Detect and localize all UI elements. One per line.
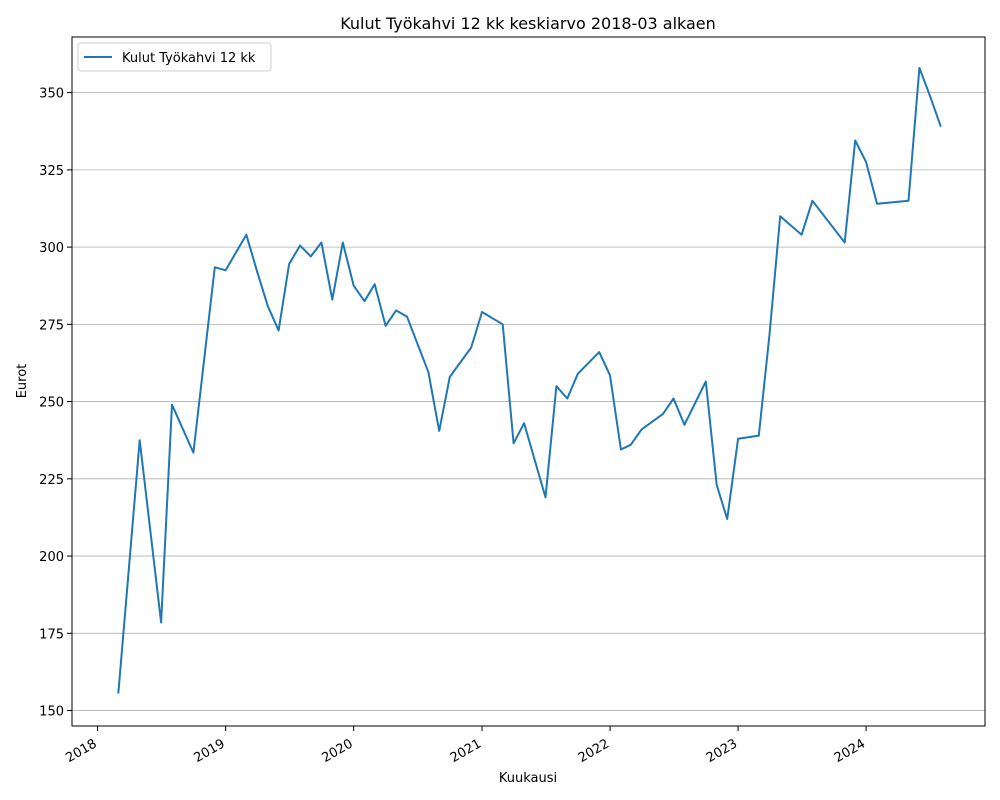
y-tick-label-6: 300 xyxy=(39,241,64,256)
y-tick-label-8: 350 xyxy=(39,87,64,102)
y-tick-label-5: 275 xyxy=(39,318,64,333)
legend-label: Kulut Työkahvi 12 kk xyxy=(122,51,256,66)
plot-frame xyxy=(71,36,986,727)
x-axis-label: Kuukausi xyxy=(499,771,557,786)
y-tick-label-2: 200 xyxy=(39,550,64,565)
y-tick-label-0: 150 xyxy=(39,705,64,720)
y-tick-label-7: 325 xyxy=(39,164,64,179)
grid-lines xyxy=(72,92,985,711)
y-axis-label: Eurot xyxy=(15,364,30,399)
y-tick-label-1: 175 xyxy=(39,627,64,642)
series-line-0 xyxy=(117,66,942,694)
legend: Kulut Työkahvi 12 kk xyxy=(77,42,272,72)
legend-box xyxy=(77,42,272,72)
chart-title: Kulut Työkahvi 12 kk keskiarvo 2018-03 a… xyxy=(340,14,716,33)
y-tick-label-3: 225 xyxy=(39,473,64,488)
y-tick-label-4: 250 xyxy=(39,396,64,411)
y-axis-ticks: 150 175 200 225 250 275 300 325 350 xyxy=(39,87,72,720)
series-layer xyxy=(117,66,942,694)
